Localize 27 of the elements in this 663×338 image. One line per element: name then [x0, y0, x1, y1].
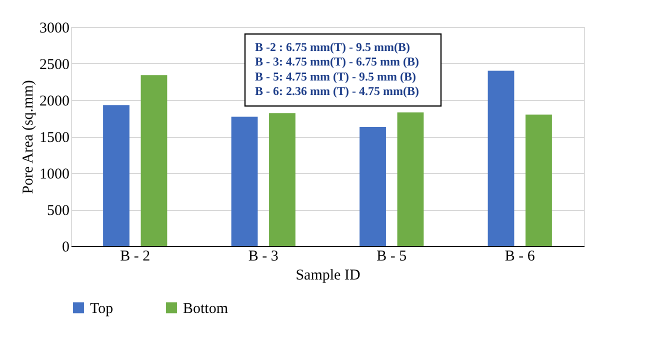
- x-tick-label: B - 5: [376, 248, 407, 264]
- y-tick-label: 1000: [40, 166, 70, 182]
- legend-label: Bottom: [183, 300, 228, 317]
- annotation: B - 3: 4.75 mm(T) - 6.75 mm (B): [255, 54, 419, 69]
- annotation: B - 5: 4.75 mm (T) - 9.5 mm (B): [255, 69, 416, 84]
- bar: [488, 70, 514, 246]
- bar: [231, 116, 258, 246]
- bar: [360, 127, 386, 246]
- annotation: B -2 : 6.75 mm(T) - 9.5 mm(B): [255, 40, 410, 54]
- legend-label: Top: [90, 300, 114, 317]
- bar: [269, 113, 296, 246]
- bar: [103, 105, 130, 246]
- y-axis-title: Pore Area (sq.mm): [20, 80, 36, 194]
- y-tick-label: 3000: [40, 20, 70, 36]
- y-tick-label: 1500: [40, 130, 70, 146]
- y-tick-label: 0: [62, 240, 70, 256]
- y-tick-label: 2000: [40, 94, 70, 110]
- x-axis-title: Sample ID: [296, 268, 360, 284]
- bar: [526, 114, 552, 246]
- x-tick-label: B - 3: [248, 248, 278, 264]
- bar: [397, 112, 424, 246]
- x-tick-label: B - 6: [504, 248, 536, 264]
- annotation: B - 6: 2.36 mm (T) - 4.75 mm(B): [255, 84, 419, 98]
- y-tick-label: 2500: [40, 57, 70, 73]
- x-tick-label: B - 2: [120, 248, 150, 264]
- bar: [140, 75, 168, 246]
- y-tick-label: 500: [47, 203, 70, 219]
